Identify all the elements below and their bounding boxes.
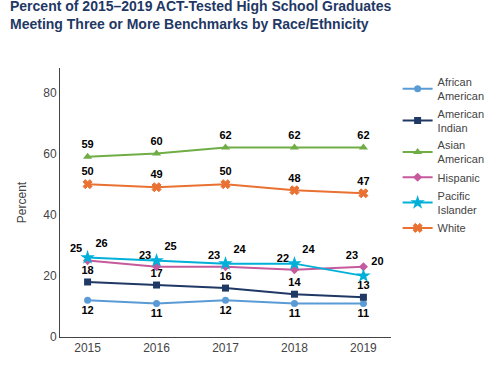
svg-text:12: 12 [219, 304, 231, 316]
svg-text:2016: 2016 [143, 341, 170, 355]
svg-text:24: 24 [233, 243, 246, 255]
svg-text:60: 60 [43, 147, 57, 161]
svg-text:PacificIslander: PacificIslander [438, 190, 477, 216]
svg-text:14: 14 [288, 276, 301, 288]
svg-text:AsianAmerican: AsianAmerican [438, 139, 484, 165]
svg-text:16: 16 [219, 270, 231, 282]
svg-text:50: 50 [81, 165, 93, 177]
svg-text:20: 20 [43, 269, 57, 283]
svg-text:22: 22 [277, 252, 289, 264]
svg-text:12: 12 [81, 304, 93, 316]
svg-text:50: 50 [219, 165, 231, 177]
svg-text:Hispanic: Hispanic [438, 172, 481, 184]
svg-text:AfricanAmerican: AfricanAmerican [438, 76, 484, 102]
svg-text:40: 40 [43, 208, 57, 222]
svg-text:60: 60 [150, 135, 162, 147]
svg-text:13: 13 [357, 279, 369, 291]
svg-text:49: 49 [150, 168, 162, 180]
svg-text:59: 59 [81, 138, 93, 150]
svg-text:62: 62 [288, 129, 300, 141]
svg-text:11: 11 [151, 307, 163, 319]
svg-text:23: 23 [139, 249, 151, 261]
svg-text:26: 26 [95, 237, 107, 249]
svg-text:62: 62 [357, 129, 369, 141]
svg-text:18: 18 [81, 264, 93, 276]
svg-text:24: 24 [302, 243, 315, 255]
svg-text:2018: 2018 [281, 341, 308, 355]
svg-text:Percent: Percent [15, 181, 29, 223]
svg-text:2017: 2017 [212, 341, 239, 355]
svg-text:25: 25 [164, 240, 176, 252]
svg-text:25: 25 [70, 242, 82, 254]
svg-text:20: 20 [371, 255, 383, 267]
svg-text:17: 17 [150, 267, 162, 279]
svg-text:2015: 2015 [74, 341, 101, 355]
svg-text:0: 0 [50, 330, 57, 344]
svg-text:48: 48 [288, 172, 300, 184]
svg-text:80: 80 [43, 86, 57, 100]
svg-text:2019: 2019 [350, 341, 377, 355]
svg-text:23: 23 [346, 249, 358, 261]
svg-text:11: 11 [289, 307, 301, 319]
svg-text:White: White [438, 222, 466, 234]
svg-text:23: 23 [208, 249, 220, 261]
svg-text:Percent of 2015–2019 ACT-Teste: Percent of 2015–2019 ACT-Tested High Sch… [10, 0, 391, 32]
svg-text:AmericanIndian: AmericanIndian [438, 108, 484, 134]
svg-text:11: 11 [358, 307, 370, 319]
svg-text:62: 62 [219, 129, 231, 141]
svg-text:47: 47 [357, 175, 369, 187]
